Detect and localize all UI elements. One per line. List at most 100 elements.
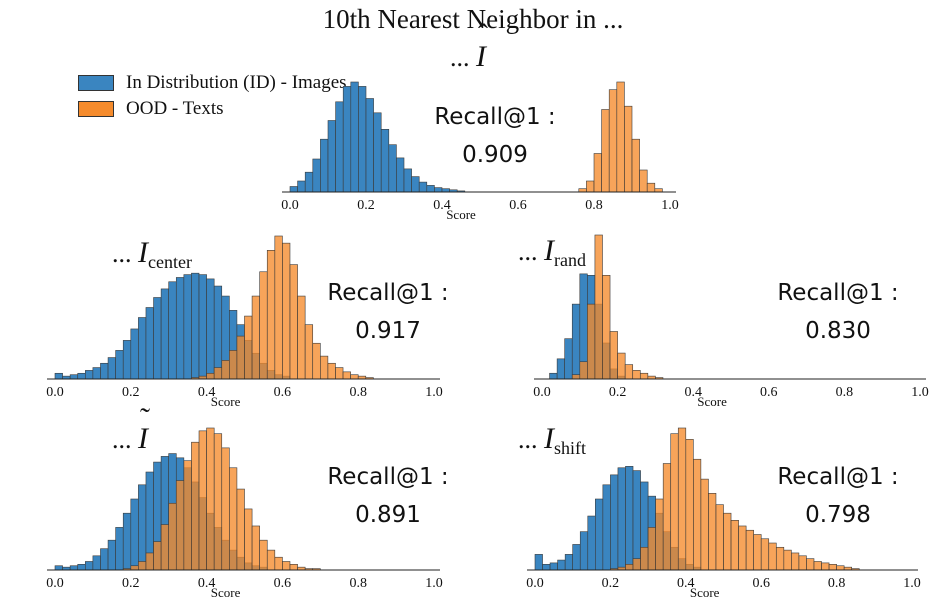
ood-bar <box>745 529 754 571</box>
id-bar <box>100 548 109 571</box>
recall-icenter: Recall@1 : 0.917 <box>318 274 458 350</box>
id-bar <box>130 498 139 571</box>
ood-bar <box>130 565 139 571</box>
legend-item-ood: OOD - Texts <box>78 96 347 122</box>
id-bar <box>115 350 124 380</box>
id-bar <box>289 186 298 193</box>
x-tick-label: 0.0 <box>533 385 551 400</box>
x-tick-label: 0.2 <box>357 198 375 213</box>
ood-bar <box>304 324 314 380</box>
ood-bar <box>647 527 656 571</box>
id-bar <box>168 281 177 380</box>
panel-prefix: ... <box>450 43 470 72</box>
ood-bar <box>266 249 276 380</box>
id-bar <box>213 285 223 380</box>
panel-prefix: ... <box>518 237 538 266</box>
recall-label: Recall@1 : <box>434 104 556 130</box>
id-bar <box>579 531 589 571</box>
x-tick-label: 0.4 <box>684 385 702 400</box>
ood-bar <box>259 539 268 571</box>
legend-swatch-id <box>78 75 114 91</box>
ood-bar <box>251 295 260 380</box>
ood-bar <box>602 275 611 380</box>
x-tick-label: 0.0 <box>281 198 299 213</box>
x-tick-label: 0.6 <box>509 198 527 213</box>
ood-bar <box>821 562 830 571</box>
ood-bar <box>768 542 777 571</box>
panel-symbol: I <box>544 422 554 455</box>
ood-bar <box>191 441 200 571</box>
recall-label: Recall@1 : <box>777 464 899 490</box>
id-bar <box>54 565 63 571</box>
ood-bar <box>646 182 656 193</box>
ood-bar <box>213 433 223 571</box>
panel-label-itilde: ... ˜ I <box>112 402 150 456</box>
ood-bar <box>632 370 641 380</box>
ood-bar <box>229 350 238 380</box>
id-bar <box>297 180 306 193</box>
id-bar <box>595 498 604 571</box>
id-bar <box>572 544 581 571</box>
x-axis-label: Score <box>446 207 476 222</box>
ood-bar <box>806 558 815 571</box>
ood-bar <box>798 555 807 571</box>
ood-bar <box>608 89 618 193</box>
ood-bar <box>775 546 785 571</box>
panel-label-icenter: ... Icenter <box>112 236 192 273</box>
ood-bar <box>677 427 687 571</box>
id-bar <box>54 372 63 380</box>
recall-label: Recall@1 : <box>777 280 899 306</box>
x-tick-label: 1.0 <box>661 198 679 213</box>
id-bar <box>138 484 147 571</box>
ood-bar <box>715 504 724 571</box>
id-bar <box>434 187 443 193</box>
ood-bar <box>289 564 298 571</box>
ood-bar <box>616 81 625 193</box>
ood-bar <box>342 371 351 380</box>
ood-bar <box>730 520 739 571</box>
ood-bar <box>700 478 709 571</box>
ood-bar <box>274 235 283 380</box>
id-bar <box>122 512 132 571</box>
id-bar <box>191 272 200 380</box>
ood-bar <box>601 109 610 193</box>
id-bar <box>556 358 565 380</box>
ood-bar <box>655 498 664 571</box>
x-tick-label: 0.0 <box>46 576 64 591</box>
ood-bar <box>206 427 215 571</box>
x-axis-label: Score <box>211 394 241 409</box>
panel-prefix: ... <box>112 425 132 454</box>
id-bar <box>549 372 558 380</box>
ood-bar <box>236 488 245 571</box>
ood-bar <box>312 342 321 380</box>
id-bar <box>380 129 390 193</box>
id-bar <box>206 278 215 380</box>
recall-ihat: Recall@1 : 0.909 <box>420 98 570 174</box>
id-bar <box>625 466 634 571</box>
ood-bar <box>266 549 276 571</box>
ood-bar <box>244 315 253 380</box>
ood-bar <box>632 558 641 571</box>
legend-swatch-ood <box>78 101 114 117</box>
id-bar <box>335 101 344 193</box>
id-bar <box>69 565 79 571</box>
ood-bar <box>640 546 649 571</box>
panel-label-irand: ... Irand <box>518 234 586 271</box>
id-bar <box>587 515 596 571</box>
x-tick-label: 0.8 <box>828 576 846 591</box>
x-tick-label: 0.6 <box>274 576 292 591</box>
x-tick-label: 0.4 <box>677 576 695 591</box>
histogram-panel-itilde: 0.0 0.2 0.4 0.6 0.8 1.0 Score <box>46 427 443 600</box>
ood-bar <box>836 565 845 571</box>
id-bar <box>564 338 573 380</box>
x-tick-label: 0.4 <box>433 198 451 213</box>
histogram-panel-ihat: 0.0 0.2 0.4 0.6 0.8 1.0 Score <box>281 81 679 222</box>
id-bar <box>304 171 314 193</box>
id-bar <box>418 181 428 193</box>
histogram-panel-irand: 0.0 0.2 0.4 0.6 0.8 1.0 Score <box>533 234 929 409</box>
id-bar <box>542 564 551 571</box>
ood-bar <box>221 447 230 571</box>
ood-bar <box>221 360 230 380</box>
ood-bar <box>639 169 648 193</box>
